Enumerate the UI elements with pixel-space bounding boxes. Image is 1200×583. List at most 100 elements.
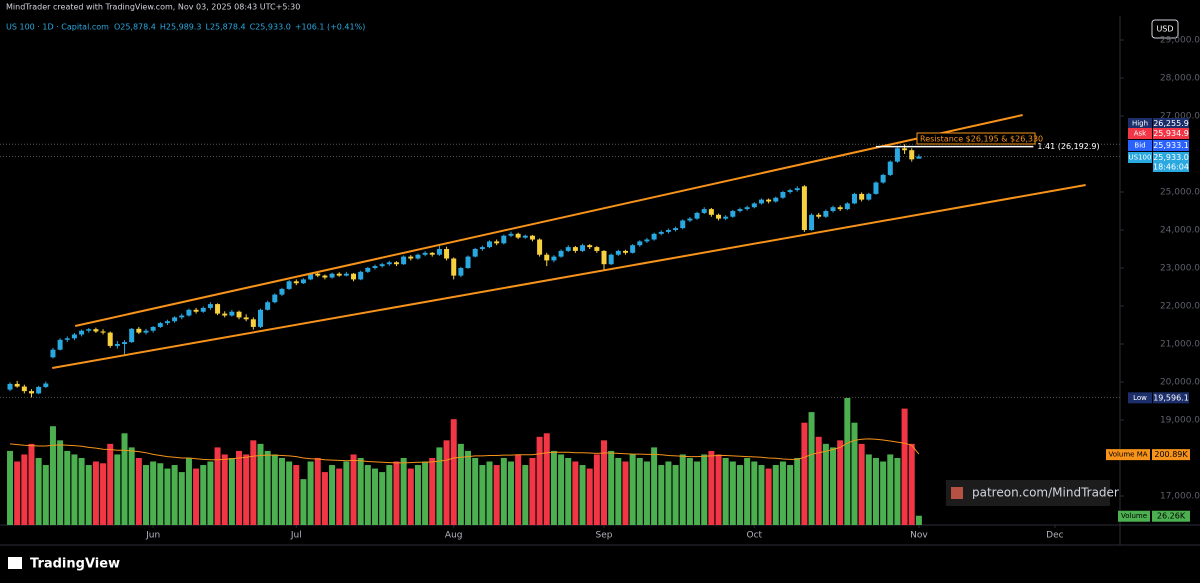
candle-body: [200, 307, 206, 312]
candle-body: [408, 256, 414, 259]
x-tick-label: Oct: [747, 531, 763, 541]
volume-bar: [507, 461, 514, 525]
candle-body: [93, 329, 99, 332]
watermark-box: [946, 480, 1110, 506]
volume-bar: [64, 450, 71, 525]
volume-bar: [787, 465, 794, 525]
volume-name-box: [1118, 510, 1150, 522]
currency-button[interactable]: [1151, 19, 1179, 39]
volume-bar: [314, 457, 321, 525]
x-tick-label: Sep: [596, 531, 613, 541]
candle-body: [444, 249, 450, 259]
volume-bar: [178, 472, 185, 525]
candle-body: [708, 209, 714, 215]
candle-body: [79, 330, 85, 335]
volume-bar: [465, 450, 472, 525]
volume-bar: [207, 461, 214, 525]
volume-bar: [908, 443, 915, 525]
volume-bar: [293, 465, 300, 525]
volume-bar: [422, 461, 429, 525]
volume-bar: [407, 468, 414, 525]
candle-body: [608, 254, 614, 265]
candle-body: [837, 207, 843, 210]
volume-name: Volume MA: [1108, 451, 1147, 459]
volume-bar: [872, 457, 879, 525]
volume-bar: [736, 465, 743, 525]
volume-bar: [49, 426, 56, 525]
volume-bar: [543, 433, 550, 525]
volume-bar: [887, 454, 894, 525]
trendline: [74, 114, 1023, 327]
candle-body: [150, 326, 156, 331]
candle-body: [465, 256, 471, 269]
ohlc-value: O25,878.4: [114, 23, 156, 32]
candle-body: [716, 214, 722, 219]
candle-body: [207, 304, 213, 308]
candle-body: [393, 262, 399, 265]
volume-bar: [343, 461, 350, 525]
volume-bar: [672, 465, 679, 525]
ohlc-value: H25,989.3: [160, 23, 202, 32]
candle-body: [665, 230, 671, 232]
footer-logo: [8, 557, 22, 569]
candle-body: [487, 241, 493, 248]
candle-body: [744, 207, 750, 210]
volume-bar: [486, 461, 493, 525]
candle-body: [136, 328, 142, 333]
price-name-box: [1128, 152, 1152, 163]
candle-body: [250, 319, 256, 327]
volume-bar: [243, 454, 250, 525]
volume-bar: [615, 457, 622, 525]
price-value-box: [1153, 392, 1189, 404]
candle-body: [551, 256, 557, 261]
currency[interactable]: USD: [1156, 25, 1173, 34]
volume-bar: [651, 447, 658, 525]
volume-bar: [729, 461, 736, 525]
volume-bar: [121, 433, 128, 525]
price-value: 26,255.9: [1153, 119, 1189, 128]
candle-body: [751, 203, 757, 208]
candle-body: [257, 309, 263, 327]
resistance-note: Resistance $26,195 & $26,330: [920, 135, 1043, 144]
volume-bar: [443, 440, 450, 525]
candle-body: [286, 281, 292, 289]
candle-body: [630, 245, 636, 253]
candle-body: [472, 249, 478, 257]
candle-body: [436, 249, 442, 255]
candle-body: [902, 148, 908, 151]
candle-body: [279, 288, 285, 295]
volume-bar: [264, 450, 271, 525]
volume-bar: [300, 479, 307, 525]
volume-bar: [830, 447, 837, 525]
volume-bar: [744, 457, 751, 525]
candle-body: [529, 235, 535, 240]
candle-body: [57, 339, 63, 350]
candle-body: [479, 247, 485, 250]
candle-body: [36, 386, 42, 394]
volume-bar: [593, 454, 600, 525]
volume-bar: [114, 454, 121, 525]
candle-body: [694, 212, 700, 219]
volume-bar: [794, 457, 801, 525]
candle-body: [515, 233, 521, 238]
volume-bar: [515, 454, 522, 525]
volume-bar: [586, 468, 593, 525]
volume-bar: [278, 457, 285, 525]
y-tick-label: 25,000.0: [1160, 188, 1200, 198]
candle-body: [28, 391, 34, 394]
watermark: patreon.com/MindTrader: [972, 486, 1119, 500]
footer: TradingView: [30, 557, 120, 572]
volume-bar: [894, 457, 901, 525]
candle-body: [215, 304, 221, 314]
candle-body: [615, 250, 621, 255]
candle-body: [50, 349, 56, 358]
volume-bar: [350, 454, 357, 525]
volume-bar: [157, 463, 164, 525]
volume-value-box: [1152, 510, 1190, 522]
volume-bar: [85, 465, 92, 525]
candle-body: [773, 197, 779, 202]
volume-bar: [450, 419, 457, 525]
candle-body: [64, 338, 70, 340]
candle-body: [844, 203, 850, 210]
volume-bar: [436, 447, 443, 525]
